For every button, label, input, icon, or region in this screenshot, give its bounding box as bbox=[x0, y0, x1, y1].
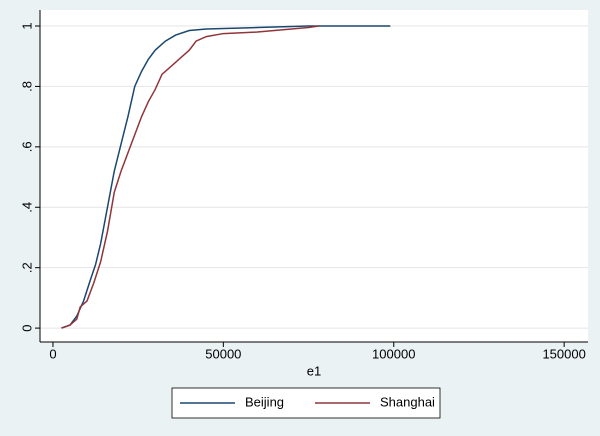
series-line bbox=[61, 25, 319, 329]
plot-area bbox=[40, 10, 588, 342]
legend-label: Beijing bbox=[245, 394, 284, 409]
y-tick-label: .8 bbox=[19, 81, 34, 92]
x-tick-label: 150000 bbox=[542, 346, 585, 361]
x-tick-label: 50000 bbox=[205, 346, 241, 361]
x-tick-label: 0 bbox=[49, 346, 56, 361]
y-tick-label: 0 bbox=[19, 324, 34, 331]
y-tick-label: .2 bbox=[19, 262, 34, 273]
series-line bbox=[61, 25, 391, 329]
legend-label: Shanghai bbox=[380, 394, 435, 409]
y-tick-label: .6 bbox=[19, 141, 34, 152]
x-tick-label: 100000 bbox=[372, 346, 415, 361]
x-axis-label: e1 bbox=[307, 363, 321, 378]
y-tick-label: 1 bbox=[19, 22, 34, 29]
y-tick-label: .4 bbox=[19, 202, 34, 213]
